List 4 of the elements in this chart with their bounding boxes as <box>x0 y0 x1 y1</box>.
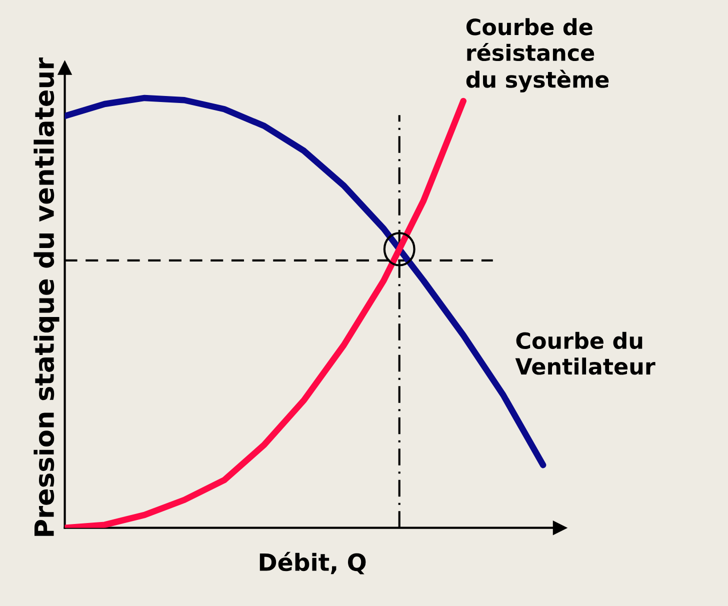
x-axis-title: Débit, Q <box>260 552 366 574</box>
series-label: Courbe de résistance du système <box>466 18 609 92</box>
series-label: Courbe du Ventilateur <box>515 332 656 375</box>
y-axis-title: Pression statique du ventilateur <box>34 57 60 536</box>
